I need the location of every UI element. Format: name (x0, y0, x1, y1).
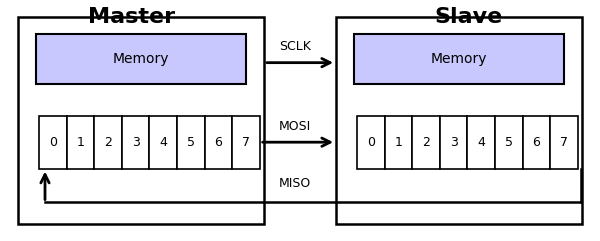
Bar (357, 116, 385, 169)
Bar (18, 17, 264, 224)
Bar (354, 34, 564, 84)
Text: 3: 3 (131, 136, 140, 149)
Text: 2: 2 (422, 136, 430, 149)
Bar (336, 17, 582, 224)
Text: 1: 1 (76, 136, 85, 149)
Text: 3: 3 (449, 136, 458, 149)
Text: 7: 7 (242, 136, 250, 149)
Bar (495, 116, 523, 169)
Bar (177, 116, 205, 169)
Text: 7: 7 (560, 136, 568, 149)
Bar (205, 116, 232, 169)
Text: 0: 0 (49, 136, 57, 149)
Bar (94, 116, 122, 169)
Text: 6: 6 (532, 136, 541, 149)
Bar (149, 116, 177, 169)
Text: SCLK: SCLK (279, 40, 311, 53)
Text: Memory: Memory (113, 52, 169, 66)
Bar (550, 116, 578, 169)
Text: 1: 1 (394, 136, 403, 149)
Text: Memory: Memory (431, 52, 487, 66)
Text: 5: 5 (505, 136, 513, 149)
Text: 0: 0 (367, 136, 375, 149)
Text: 6: 6 (214, 136, 223, 149)
Text: 5: 5 (187, 136, 195, 149)
Text: Master: Master (88, 7, 176, 27)
Bar (39, 116, 67, 169)
Text: 4: 4 (159, 136, 167, 149)
Text: 2: 2 (104, 136, 112, 149)
Bar (523, 116, 550, 169)
Text: MISO: MISO (279, 177, 311, 190)
Bar (467, 116, 495, 169)
Bar (412, 116, 440, 169)
Bar (440, 116, 467, 169)
Bar (67, 116, 94, 169)
Bar (385, 116, 412, 169)
Bar (232, 116, 260, 169)
Text: 4: 4 (477, 136, 485, 149)
Bar (122, 116, 149, 169)
Text: MOSI: MOSI (279, 120, 311, 133)
Bar (36, 34, 246, 84)
Text: Slave: Slave (434, 7, 502, 27)
